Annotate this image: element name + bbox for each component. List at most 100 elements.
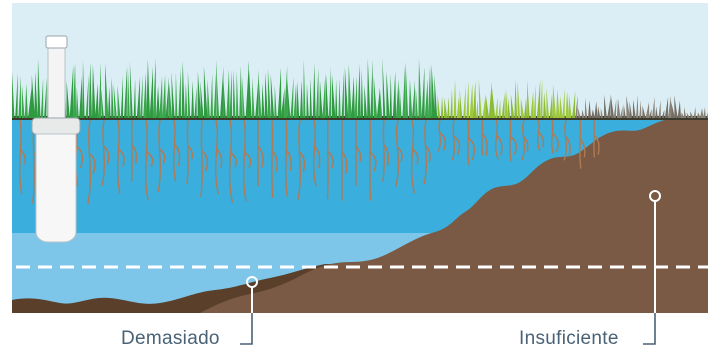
- grass-blade: [379, 87, 383, 118]
- grass-blade: [18, 75, 22, 118]
- grass-blade: [680, 112, 685, 118]
- grass-blade: [690, 111, 694, 118]
- root-branch: [146, 151, 154, 168]
- grass-blade: [501, 93, 505, 118]
- grass-blade: [693, 106, 696, 118]
- root: [297, 119, 301, 200]
- grass-blade: [168, 83, 173, 118]
- grass-blade: [533, 84, 536, 118]
- grass-blade: [485, 95, 490, 118]
- grass-blade: [162, 74, 167, 118]
- root-branch: [88, 152, 96, 174]
- grass-blade: [210, 73, 213, 118]
- grass-blade: [632, 99, 636, 118]
- grass-blade: [510, 94, 515, 118]
- root: [369, 119, 372, 201]
- grass-blade: [459, 89, 463, 118]
- grass-blade: [213, 59, 217, 118]
- root-branch: [230, 152, 237, 168]
- root: [200, 119, 203, 198]
- root-branch: [257, 145, 264, 168]
- root-branch: [201, 150, 209, 172]
- grass-blade: [421, 66, 425, 118]
- root-branch: [216, 149, 223, 168]
- grass-blade: [700, 108, 704, 118]
- grass-blade: [434, 74, 438, 118]
- grass-blade: [92, 64, 96, 118]
- grass-blade: [133, 78, 136, 118]
- grass-blade: [453, 79, 457, 118]
- grass-blade: [40, 78, 44, 118]
- grass-blade: [360, 69, 364, 118]
- root: [481, 119, 484, 156]
- root: [410, 119, 416, 194]
- grass-blade: [287, 78, 291, 118]
- grass-blade: [152, 58, 157, 118]
- grass-blade: [648, 108, 652, 118]
- root-branch: [131, 144, 138, 164]
- grass-blade: [159, 76, 163, 118]
- grass-blade: [677, 100, 682, 118]
- grass-blade: [610, 94, 615, 118]
- grass-blade: [600, 107, 604, 118]
- root-branch: [76, 146, 84, 169]
- grass-blade: [607, 98, 611, 118]
- grass-blade: [127, 68, 130, 118]
- grass-blade: [655, 106, 658, 118]
- root-branch: [522, 135, 529, 152]
- root: [382, 119, 385, 182]
- grass-blade: [296, 80, 300, 118]
- grass-blade: [405, 61, 409, 118]
- grass-blade: [325, 73, 329, 118]
- grass-blade: [370, 59, 373, 118]
- grass-blade: [376, 87, 381, 118]
- callout-too-much: [246, 276, 258, 313]
- grass-blade: [111, 77, 114, 118]
- grass-blade: [639, 100, 642, 118]
- grass-blade: [565, 91, 570, 118]
- grass-blade: [220, 66, 224, 118]
- root: [87, 119, 92, 205]
- root-branch: [187, 144, 194, 160]
- root-branch: [396, 146, 403, 163]
- grass-blade: [344, 66, 349, 118]
- root-branch: [538, 131, 545, 148]
- root: [101, 119, 105, 186]
- root-branch: [509, 135, 517, 155]
- grass-blade: [577, 107, 581, 118]
- callout-too-much-leader: [240, 313, 253, 345]
- root-branch: [244, 151, 252, 169]
- root-branch: [102, 145, 110, 165]
- grass-blade: [527, 79, 530, 118]
- grass-blade: [95, 83, 99, 118]
- grass-blade: [357, 64, 361, 118]
- grass-blade: [466, 80, 470, 118]
- grass-blade: [88, 61, 92, 118]
- root: [326, 119, 329, 200]
- grass-blade: [623, 104, 626, 118]
- grass-blade: [424, 79, 429, 118]
- grass-blade: [392, 71, 397, 118]
- grass-blade: [559, 95, 563, 118]
- grass-blade: [303, 59, 306, 118]
- root: [423, 119, 427, 185]
- grass-blade: [184, 82, 188, 118]
- root: [451, 119, 455, 161]
- grass-blade: [24, 83, 28, 118]
- grass-blade: [543, 92, 547, 118]
- grass-blade: [117, 85, 121, 118]
- grass-blade: [300, 80, 303, 118]
- root: [228, 119, 234, 203]
- root-branch: [481, 133, 488, 156]
- grass-blade: [412, 80, 416, 118]
- roots: [19, 119, 600, 205]
- grass-blade: [194, 87, 197, 118]
- grass-blade: [597, 106, 601, 118]
- grass-blade: [197, 71, 202, 118]
- root-branch: [453, 135, 461, 156]
- grass-blade: [591, 109, 595, 118]
- grass-blade: [540, 79, 543, 118]
- grass-blade: [684, 106, 687, 118]
- root: [214, 119, 219, 195]
- grass-blade: [98, 61, 102, 118]
